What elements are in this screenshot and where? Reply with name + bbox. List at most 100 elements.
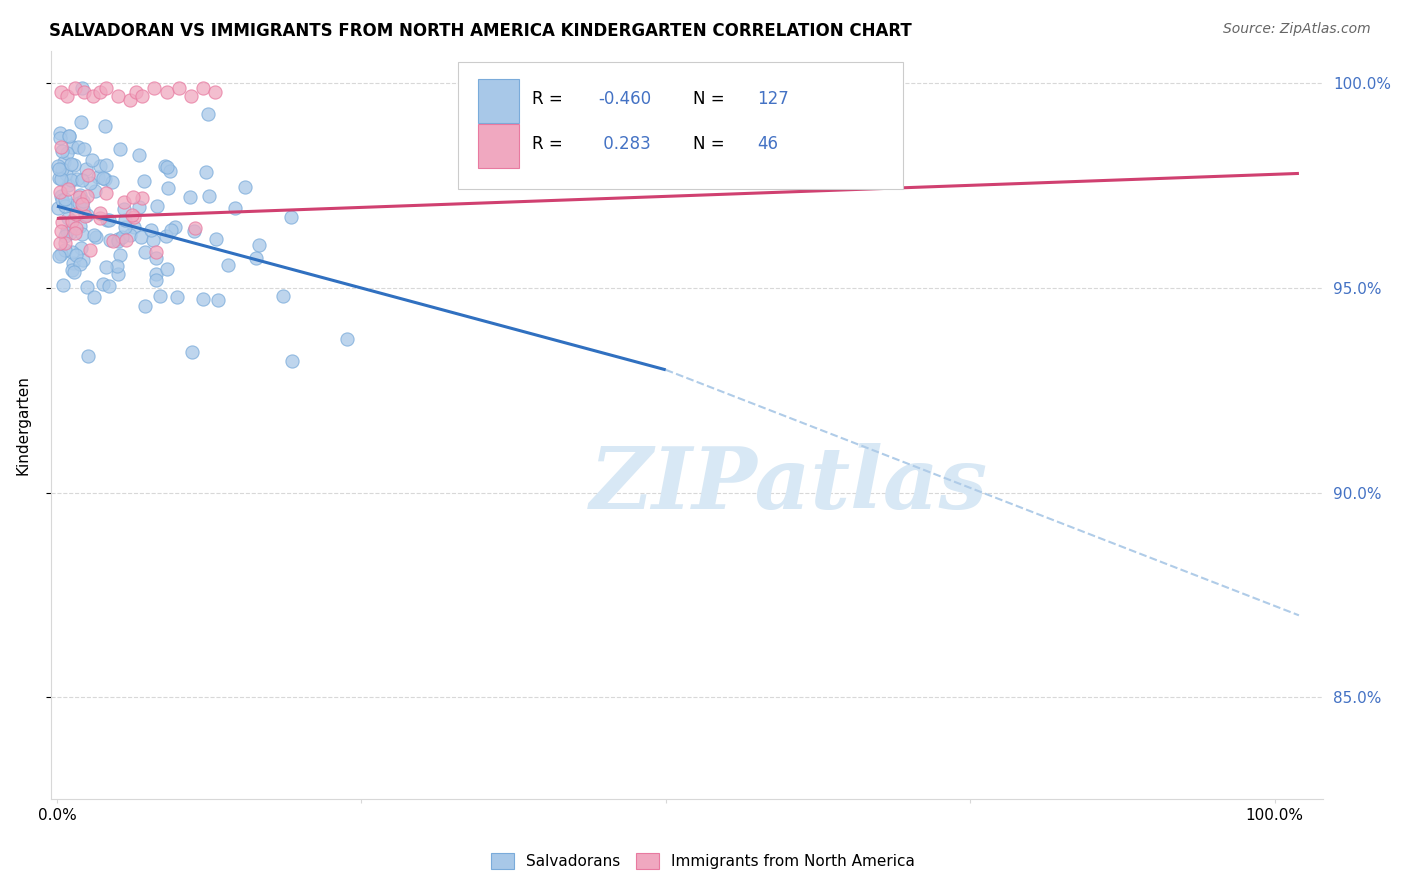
Point	[146, 199, 169, 213]
Point	[205, 232, 228, 246]
Point	[94, 80, 117, 95]
Point	[89, 85, 111, 99]
Point	[70, 227, 93, 241]
Point	[48, 171, 70, 186]
Point	[69, 187, 91, 202]
Point	[247, 237, 270, 252]
Point	[118, 93, 141, 107]
Point	[96, 213, 118, 227]
Point	[65, 247, 87, 261]
Point	[46, 201, 69, 215]
Point	[53, 192, 76, 206]
Point	[58, 178, 80, 193]
Point	[336, 332, 359, 346]
Point	[142, 233, 165, 247]
Point	[145, 273, 167, 287]
Point	[70, 241, 93, 255]
Point	[159, 163, 181, 178]
Text: ZIPatlas: ZIPatlas	[589, 443, 988, 526]
Point	[280, 354, 302, 368]
Point	[53, 243, 76, 257]
Point	[149, 289, 172, 303]
Y-axis label: Kindergarten: Kindergarten	[15, 376, 30, 475]
Point	[128, 200, 150, 214]
Point	[183, 221, 205, 235]
Point	[60, 263, 83, 277]
Point	[143, 80, 166, 95]
Text: R =: R =	[531, 90, 562, 108]
Point	[125, 85, 148, 99]
Point	[128, 147, 150, 161]
Point	[98, 278, 121, 293]
Point	[156, 262, 179, 277]
Point	[58, 128, 80, 143]
Point	[89, 206, 111, 220]
Point	[59, 173, 82, 187]
Point	[145, 251, 167, 265]
Point	[83, 185, 105, 199]
Point	[96, 157, 118, 171]
Point	[70, 197, 93, 211]
Point	[60, 140, 83, 154]
Point	[91, 277, 114, 292]
Point	[73, 143, 96, 157]
Point	[58, 128, 80, 143]
Point	[166, 290, 188, 304]
Point	[107, 88, 129, 103]
Point	[56, 224, 79, 238]
Point	[145, 267, 167, 281]
Point	[180, 344, 202, 359]
Point	[167, 80, 190, 95]
Point	[93, 119, 115, 133]
Text: R =: R =	[531, 136, 562, 153]
Point	[65, 220, 87, 235]
Point	[63, 265, 86, 279]
Point	[49, 140, 72, 154]
Point	[224, 201, 246, 215]
Point	[48, 249, 70, 263]
Point	[94, 186, 117, 200]
Point	[59, 157, 82, 171]
Legend: Salvadorans, Immigrants from North America: Salvadorans, Immigrants from North Ameri…	[485, 847, 921, 875]
Point	[122, 190, 145, 204]
Point	[67, 196, 90, 211]
Point	[65, 207, 87, 221]
Point	[183, 224, 205, 238]
Point	[72, 202, 94, 216]
Point	[55, 167, 77, 181]
Point	[70, 115, 93, 129]
Point	[66, 171, 89, 186]
Point	[204, 85, 226, 99]
Text: SALVADORAN VS IMMIGRANTS FROM NORTH AMERICA KINDERGARTEN CORRELATION CHART: SALVADORAN VS IMMIGRANTS FROM NORTH AMER…	[49, 22, 912, 40]
Point	[217, 258, 239, 272]
Point	[118, 228, 141, 243]
Point	[155, 159, 177, 173]
Point	[52, 277, 75, 292]
Point	[67, 189, 90, 203]
Point	[83, 289, 105, 303]
Point	[55, 88, 77, 103]
Point	[59, 226, 82, 240]
Point	[46, 159, 69, 173]
Point	[179, 190, 201, 204]
Point	[94, 171, 117, 186]
Point	[160, 222, 183, 236]
Point	[63, 80, 86, 95]
Point	[77, 349, 100, 363]
Point	[195, 165, 218, 179]
Point	[197, 106, 219, 120]
Point	[76, 162, 98, 177]
Point	[48, 235, 70, 250]
Point	[155, 85, 177, 99]
Point	[107, 234, 129, 248]
Point	[122, 220, 145, 235]
Point	[51, 215, 73, 229]
Point	[105, 259, 128, 273]
Point	[103, 234, 125, 248]
Point	[76, 208, 98, 222]
Point	[191, 80, 214, 95]
Point	[51, 144, 73, 158]
Point	[111, 230, 134, 244]
Point	[114, 233, 136, 247]
Point	[49, 225, 72, 239]
